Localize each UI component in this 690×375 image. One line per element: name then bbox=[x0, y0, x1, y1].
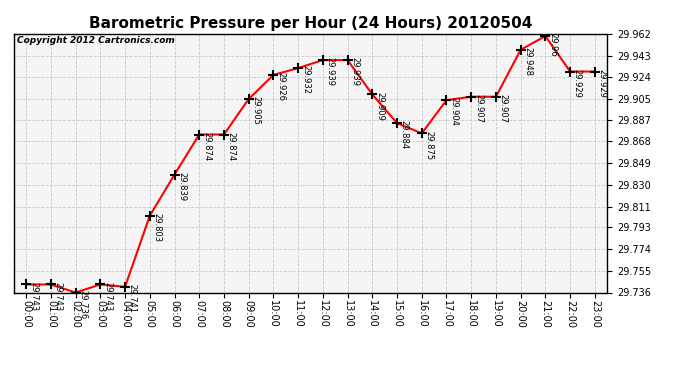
Text: 29.929: 29.929 bbox=[598, 69, 607, 98]
Text: 29.874: 29.874 bbox=[202, 132, 211, 161]
Text: 29.905: 29.905 bbox=[251, 96, 260, 125]
Text: 29.939: 29.939 bbox=[351, 57, 359, 86]
Text: 29.909: 29.909 bbox=[375, 92, 384, 120]
Text: 29.743: 29.743 bbox=[103, 282, 112, 311]
Text: 29.875: 29.875 bbox=[424, 130, 433, 160]
Text: 29.803: 29.803 bbox=[152, 213, 161, 242]
Text: 29.741: 29.741 bbox=[128, 284, 137, 313]
Title: Barometric Pressure per Hour (24 Hours) 20120504: Barometric Pressure per Hour (24 Hours) … bbox=[89, 16, 532, 31]
Text: 29.736: 29.736 bbox=[79, 290, 88, 319]
Text: 29.948: 29.948 bbox=[524, 47, 533, 76]
Text: 29.743: 29.743 bbox=[29, 282, 38, 311]
Text: 29.907: 29.907 bbox=[474, 94, 483, 123]
Text: 29.839: 29.839 bbox=[177, 172, 186, 201]
Text: 29.939: 29.939 bbox=[326, 57, 335, 86]
Text: 29.932: 29.932 bbox=[301, 65, 310, 94]
Text: 29.96: 29.96 bbox=[548, 33, 557, 57]
Text: 29.874: 29.874 bbox=[227, 132, 236, 161]
Text: 29.904: 29.904 bbox=[449, 98, 458, 126]
Text: Copyright 2012 Cartronics.com: Copyright 2012 Cartronics.com bbox=[17, 36, 175, 45]
Text: 29.884: 29.884 bbox=[400, 120, 408, 149]
Text: 29.907: 29.907 bbox=[499, 94, 508, 123]
Text: 29.926: 29.926 bbox=[276, 72, 285, 101]
Text: 29.929: 29.929 bbox=[573, 69, 582, 98]
Text: 29.743: 29.743 bbox=[54, 282, 63, 311]
